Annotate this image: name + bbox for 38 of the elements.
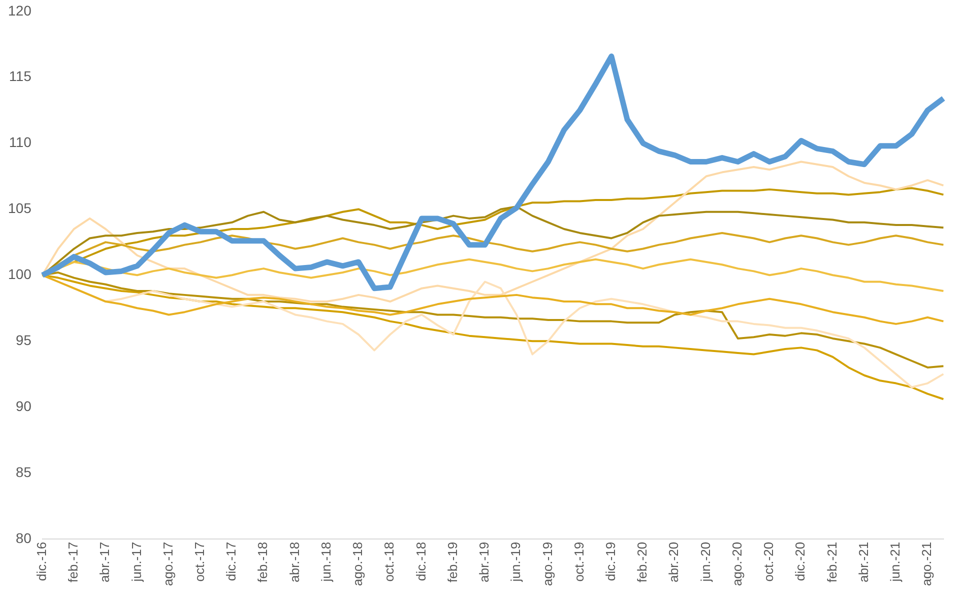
x-tick-label: feb.-19 [444, 542, 460, 582]
x-tick-label: ago.-17 [160, 542, 176, 586]
x-tick-label: ago.-19 [540, 542, 555, 586]
y-tick-label: 80 [16, 530, 32, 546]
x-tick-label: abr.-21 [856, 542, 871, 582]
x-tick-label: dic.-18 [413, 542, 428, 581]
x-tick-label: jun.-19 [508, 542, 524, 583]
y-tick-label: 85 [16, 464, 32, 480]
x-tick-label: jun.-17 [128, 542, 144, 583]
x-tick-label: oct.-18 [382, 542, 397, 582]
x-tick-label: dic.-17 [224, 542, 239, 581]
y-tick-label: 120 [8, 2, 32, 18]
y-tick-label: 100 [8, 266, 32, 282]
y-tick-label: 90 [16, 398, 32, 414]
x-tick-label: ago.-20 [729, 542, 744, 586]
x-tick-label: jun.-20 [698, 542, 713, 583]
y-tick-label: 115 [9, 68, 32, 84]
x-tick-label: feb.-20 [634, 542, 650, 582]
x-tick-label: ago.-18 [350, 542, 366, 586]
y-tick-label: 105 [8, 200, 32, 216]
x-tick-label: feb.-21 [824, 542, 840, 582]
x-tick-label: oct.-19 [571, 542, 586, 582]
x-tick-label: dic.-20 [792, 542, 808, 581]
x-tick-label: abr.-18 [286, 542, 302, 582]
x-tick-label: jun.-18 [318, 542, 334, 583]
x-tick-label: abr.-17 [97, 542, 112, 582]
x-tick-label: abr.-20 [666, 542, 682, 582]
x-tick-label: feb.-17 [66, 542, 81, 582]
x-tick-label: dic.-19 [603, 542, 618, 581]
y-tick-label: 110 [9, 134, 32, 150]
x-tick-label: ago.-21 [919, 542, 934, 586]
x-tick-label: abr.-19 [476, 542, 492, 582]
x-tick-label: feb.-18 [255, 542, 270, 582]
x-tick-label: oct.-20 [761, 542, 776, 582]
x-tick-label: dic.-16 [34, 542, 49, 581]
y-tick-label: 95 [16, 332, 32, 348]
x-tick-label: jun.-21 [888, 542, 903, 583]
x-tick-label: oct.-17 [192, 542, 208, 582]
